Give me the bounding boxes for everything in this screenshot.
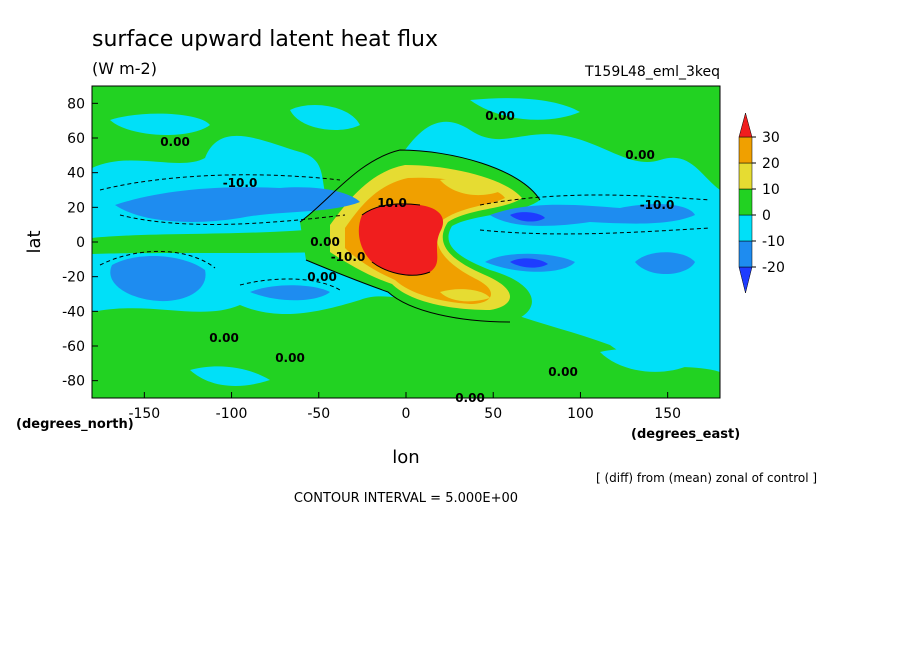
contour-label: 0.00 bbox=[548, 365, 578, 379]
field-region bbox=[190, 348, 690, 386]
x-tick-label: 100 bbox=[567, 406, 594, 422]
colorbar-arrow bbox=[738, 112, 753, 138]
axes: -150 -100 -50 0 50 100 150 -80 -60 -40 -20 0 20 40 60 8… bbox=[62, 96, 681, 422]
x-tick-label: 0 bbox=[402, 406, 411, 422]
y-unit-label: (degrees_north) bbox=[16, 417, 134, 432]
x-tick-label: -50 bbox=[307, 406, 330, 422]
y-tick-label: -40 bbox=[62, 304, 85, 320]
colorbar-label: 20 bbox=[762, 156, 780, 172]
contour-label: 0.00 bbox=[209, 331, 239, 345]
x-tick-label: 150 bbox=[654, 406, 681, 422]
contour-lines bbox=[99, 149, 711, 323]
contour-labels: 0.00-10.00.000.00-10.00.0010.0-10.00.000… bbox=[160, 109, 674, 405]
run-label: T159L48_eml_3keq bbox=[584, 64, 720, 80]
colorbar-label: -20 bbox=[762, 260, 785, 276]
contour-label: 0.00 bbox=[455, 391, 485, 405]
y-tick-label: -80 bbox=[62, 374, 85, 390]
contour-label: -10.0 bbox=[331, 250, 366, 264]
colorbar-segment bbox=[738, 214, 753, 242]
colorbar-segment bbox=[738, 162, 753, 190]
field-region bbox=[490, 204, 695, 226]
contour-label: 0.00 bbox=[625, 148, 655, 162]
y-tick-label: -60 bbox=[62, 339, 85, 355]
contour-label: 0.00 bbox=[275, 351, 305, 365]
colorbar-label: 10 bbox=[762, 182, 780, 198]
x-tick-label: 50 bbox=[484, 406, 502, 422]
colorbar-label: 30 bbox=[762, 130, 780, 146]
note: [ (diff) from (mean) zonal of control ] bbox=[596, 471, 817, 485]
y-axis-label: lat bbox=[24, 230, 45, 253]
field-region bbox=[92, 228, 335, 254]
contour-label: 0.00 bbox=[160, 135, 190, 149]
x-axis-label: lon bbox=[392, 447, 419, 468]
colorbar-segment bbox=[738, 240, 753, 268]
contour-label: 0.00 bbox=[307, 270, 337, 284]
field-region bbox=[358, 203, 444, 276]
y-tick-label: 20 bbox=[67, 200, 85, 216]
contour-label: 10.0 bbox=[377, 196, 407, 210]
contour-interval: CONTOUR INTERVAL = 5.000E+00 bbox=[294, 491, 518, 506]
field-region bbox=[110, 98, 580, 136]
contour-label: 0.00 bbox=[485, 109, 515, 123]
colorbar-label: -10 bbox=[762, 234, 785, 250]
chart-subtitle: (W m-2) bbox=[92, 59, 157, 78]
y-tick-label: 60 bbox=[67, 131, 85, 147]
field-region bbox=[635, 252, 695, 275]
field-region bbox=[110, 255, 206, 302]
field-region bbox=[250, 285, 330, 301]
contour-label: 0.00 bbox=[310, 235, 340, 249]
y-tick-label: 0 bbox=[76, 235, 85, 251]
colorbar-segment bbox=[738, 136, 753, 164]
y-tick-label: -20 bbox=[62, 270, 85, 286]
contour-field bbox=[92, 86, 720, 398]
y-tick-label: 40 bbox=[67, 166, 85, 182]
field-region bbox=[115, 187, 360, 222]
colorbar-label: 0 bbox=[762, 208, 771, 224]
field-region bbox=[510, 212, 548, 268]
y-tick-label: 80 bbox=[67, 96, 85, 112]
field-region bbox=[440, 178, 498, 302]
chart-title: surface upward latent heat flux bbox=[92, 27, 438, 52]
x-tick-label: -100 bbox=[216, 406, 248, 422]
contour-label: -10.0 bbox=[223, 176, 258, 190]
colorbar-segment bbox=[738, 188, 753, 216]
x-unit-label: (degrees_east) bbox=[631, 427, 740, 442]
x-tick-label: -150 bbox=[128, 406, 160, 422]
colorbar-arrow bbox=[738, 266, 753, 294]
colorbar: -20 -10 0 10 20 30 bbox=[738, 112, 785, 294]
contour-label: -10.0 bbox=[640, 198, 675, 212]
